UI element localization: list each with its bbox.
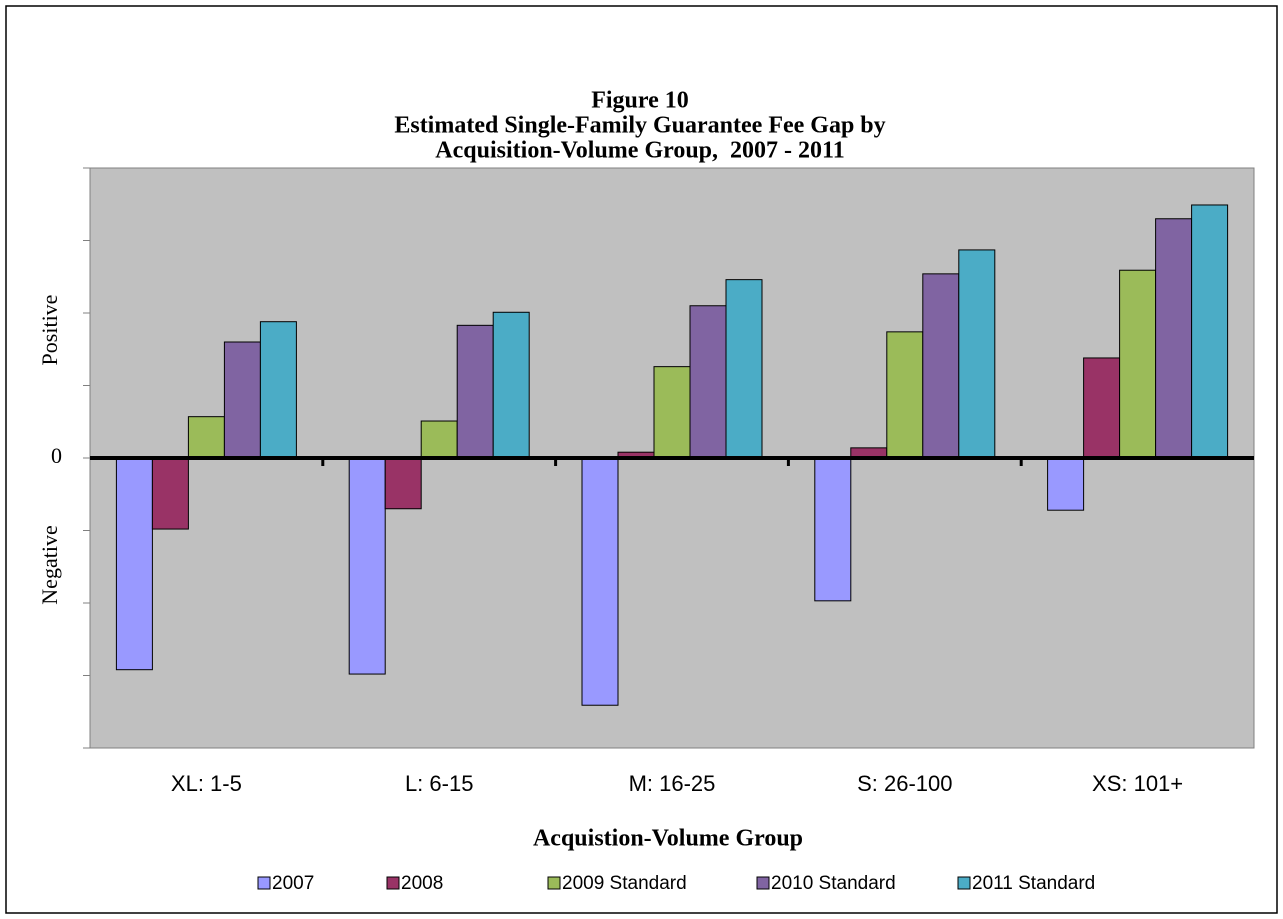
x-axis-title: Acquistion-Volume Group [533,826,803,852]
bar [348,457,386,675]
bar [492,311,530,459]
legend-swatch [547,876,561,890]
bar [814,457,852,602]
bar [187,416,225,459]
negative-label: Negative [37,525,62,604]
chart-title: Acquisition-Volume Group, 2007 - 2011 [435,138,844,164]
y-tick-label: 0 [51,443,62,468]
bar [1191,204,1229,459]
legend-swatch [386,876,400,890]
chart-title: Estimated Single-Family Guarantee Fee Ga… [394,113,885,139]
legend-label: 2009 Standard [562,873,687,894]
bar [259,321,297,459]
x-tick-label: M: 16-25 [629,771,716,796]
bar [653,366,691,459]
bar [1083,357,1121,459]
bar [115,457,153,671]
bar [384,457,422,510]
legend-swatch [257,876,271,890]
x-tick-label: XL: 1-5 [171,771,242,796]
bar [581,457,619,706]
legend-swatch [756,876,770,890]
positive-label: Positive [37,295,62,366]
bar [456,324,494,459]
x-tick-label: S: 26-100 [857,771,952,796]
bar [151,457,189,530]
bar [725,279,763,459]
bar [922,273,960,459]
legend-label: 2007 [272,873,314,894]
legend-swatch [957,876,971,890]
bar [689,305,727,459]
bar [223,341,261,459]
x-tick-label: XS: 101+ [1092,771,1183,796]
legend-label: 2008 [401,873,443,894]
bar [958,249,996,459]
x-tick-label: L: 6-15 [405,771,474,796]
bar [1047,457,1085,511]
bar [886,331,924,459]
legend-label: 2010 Standard [771,873,896,894]
bar [420,420,458,459]
bar [1155,218,1193,459]
legend-label: 2011 Standard [972,873,1095,894]
bar [1119,269,1157,459]
chart-title: Figure 10 [591,88,689,114]
